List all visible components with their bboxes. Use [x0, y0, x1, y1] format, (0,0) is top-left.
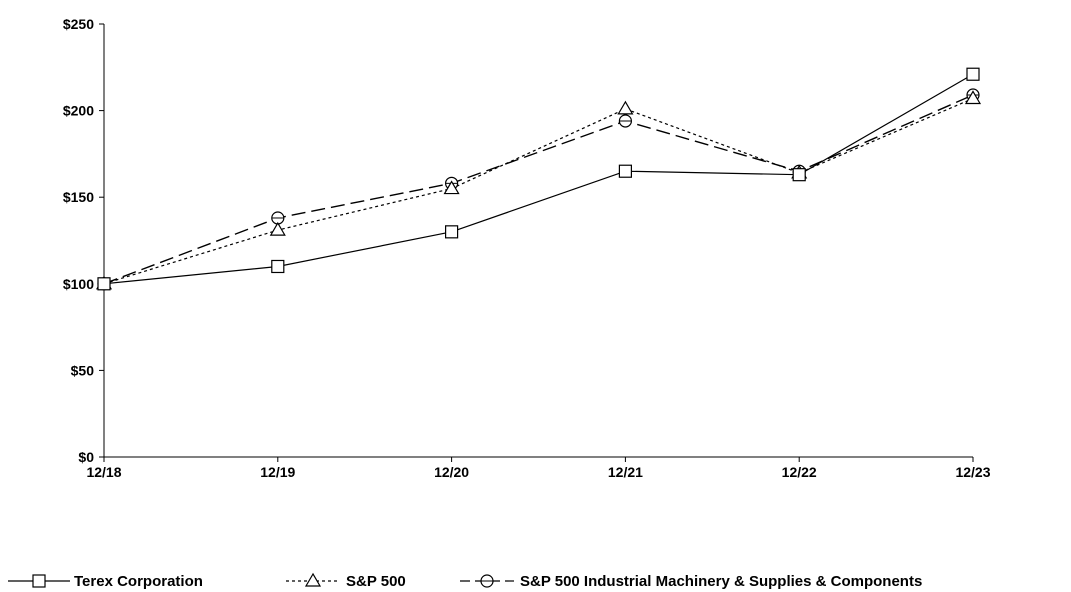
- data-point-triangle: [269, 221, 286, 236]
- series-line-triangle: [103, 97, 974, 285]
- data-point-square: [966, 67, 980, 81]
- x-tick-label: 12/18: [86, 464, 121, 480]
- legend-item: S&P 500: [286, 572, 406, 590]
- legend-label: S&P 500: [346, 573, 406, 590]
- data-point-triangle: [443, 180, 460, 195]
- y-tick-label: $150: [63, 189, 94, 205]
- data-point-square: [618, 164, 633, 178]
- axes: $0 $50 $100 $150 $200 $250 12/18 12/19 12/20 12/2…: [63, 16, 991, 480]
- legend-marker-square: [32, 574, 46, 588]
- x-tick-label: 12/22: [782, 464, 817, 480]
- series-group: [95, 67, 982, 291]
- data-point-square: [271, 259, 285, 274]
- series-line-circle: [103, 94, 974, 285]
- y-tick-label: $0: [78, 449, 94, 465]
- x-tick-label: 12/20: [434, 464, 469, 480]
- legend-label: Terex Corporation: [74, 573, 203, 590]
- data-point-square: [445, 225, 459, 239]
- series-line-square: [103, 73, 974, 285]
- y-tick-label: $50: [71, 362, 95, 378]
- y-tick-label: $100: [63, 276, 94, 292]
- data-point-triangle: [964, 90, 982, 105]
- data-point-square: [792, 168, 806, 182]
- y-tick-label: $250: [63, 16, 94, 32]
- x-tick-label: 12/19: [260, 464, 295, 480]
- legend-item: S&P 500 Industrial Machinery & Supplies …: [460, 573, 922, 590]
- legend-marker-circle: [480, 574, 494, 588]
- data-point-circle: [618, 114, 633, 128]
- x-tick-label: 12/21: [608, 464, 643, 480]
- data-point-square: [97, 277, 111, 291]
- data-point-triangle: [617, 100, 634, 115]
- x-tick-label: 12/23: [955, 464, 990, 480]
- legend-label: S&P 500 Industrial Machinery & Supplies …: [520, 573, 922, 590]
- legend-marker-triangle: [304, 572, 322, 587]
- legend: Terex Corporation S&P 500 S&P 500 Industri…: [8, 572, 922, 590]
- legend-item: Terex Corporation: [8, 573, 203, 590]
- data-point-circle: [271, 211, 285, 225]
- y-tick-label: $200: [63, 103, 94, 119]
